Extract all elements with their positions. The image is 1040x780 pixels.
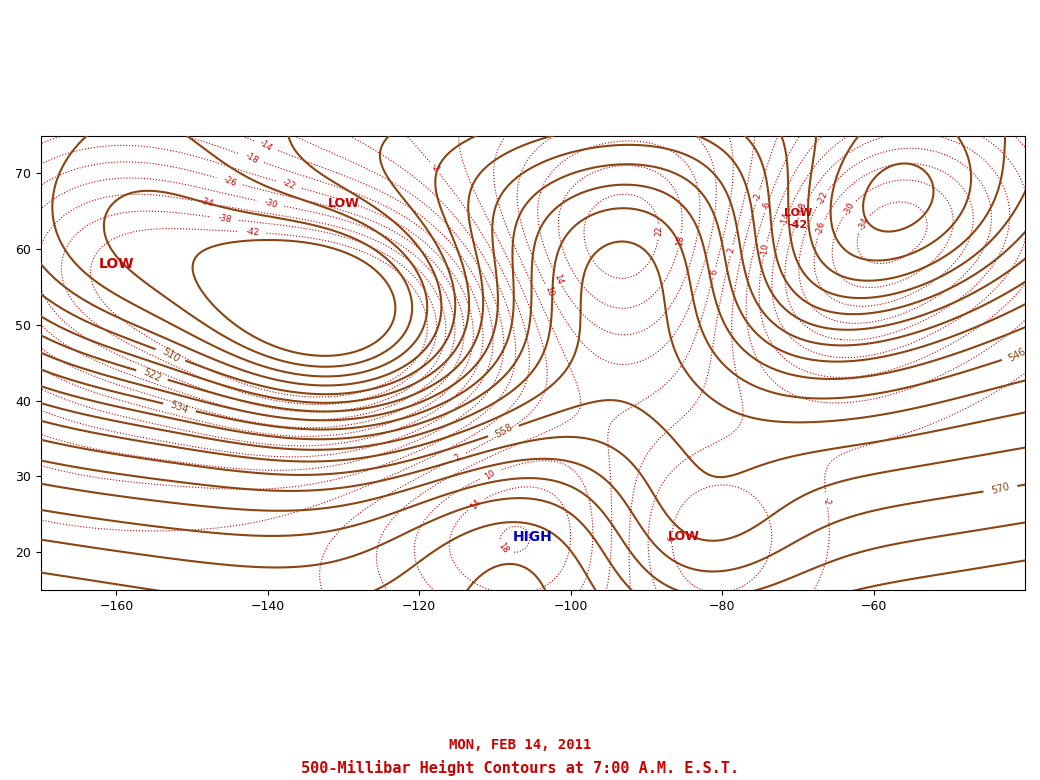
Text: -2: -2 — [428, 162, 441, 174]
Text: -18: -18 — [243, 151, 260, 165]
Text: 10: 10 — [483, 468, 496, 481]
Text: 18: 18 — [497, 541, 511, 555]
Text: -10: -10 — [271, 122, 288, 137]
Text: 18: 18 — [675, 235, 685, 246]
Text: -6: -6 — [668, 534, 676, 543]
Text: -2: -2 — [753, 191, 763, 201]
Text: -26: -26 — [815, 220, 827, 236]
Text: -30: -30 — [842, 200, 856, 217]
Text: 14: 14 — [469, 498, 483, 511]
Text: 14: 14 — [552, 272, 564, 285]
Text: LOW: LOW — [328, 197, 360, 210]
Text: -26: -26 — [222, 175, 237, 188]
Text: -6: -6 — [761, 200, 773, 211]
Text: -10: -10 — [759, 243, 771, 257]
Text: 558: 558 — [493, 422, 514, 440]
Text: -22: -22 — [281, 178, 296, 192]
Text: -14: -14 — [780, 211, 791, 226]
Text: 570: 570 — [990, 481, 1011, 496]
Text: -34: -34 — [199, 197, 214, 209]
Text: 6: 6 — [709, 269, 720, 276]
Text: -34: -34 — [857, 215, 870, 231]
Text: 2: 2 — [452, 452, 463, 463]
Text: -2: -2 — [822, 496, 832, 505]
Text: 2: 2 — [727, 247, 736, 254]
Text: -18: -18 — [796, 201, 809, 217]
Text: MON, FEB 14, 2011: MON, FEB 14, 2011 — [449, 738, 591, 752]
Text: LOW
-42: LOW -42 — [784, 208, 812, 229]
Text: 500-Millibar Height Contours at 7:00 A.M. E.S.T.: 500-Millibar Height Contours at 7:00 A.M… — [301, 760, 739, 776]
Text: -30: -30 — [263, 197, 279, 210]
Text: -38: -38 — [217, 213, 233, 225]
Text: LOW: LOW — [99, 257, 134, 271]
Text: 522: 522 — [141, 367, 162, 384]
Text: LOW: LOW — [669, 530, 700, 544]
Text: 510: 510 — [160, 346, 181, 364]
Text: -6: -6 — [333, 124, 345, 136]
Text: -14: -14 — [258, 138, 275, 153]
Text: -22: -22 — [815, 190, 829, 206]
Text: 546: 546 — [1007, 346, 1028, 363]
Text: -42: -42 — [245, 227, 260, 237]
Text: HIGH: HIGH — [513, 530, 552, 544]
Text: 534: 534 — [168, 399, 190, 416]
Text: 10: 10 — [543, 285, 555, 298]
Text: 22: 22 — [654, 226, 664, 236]
